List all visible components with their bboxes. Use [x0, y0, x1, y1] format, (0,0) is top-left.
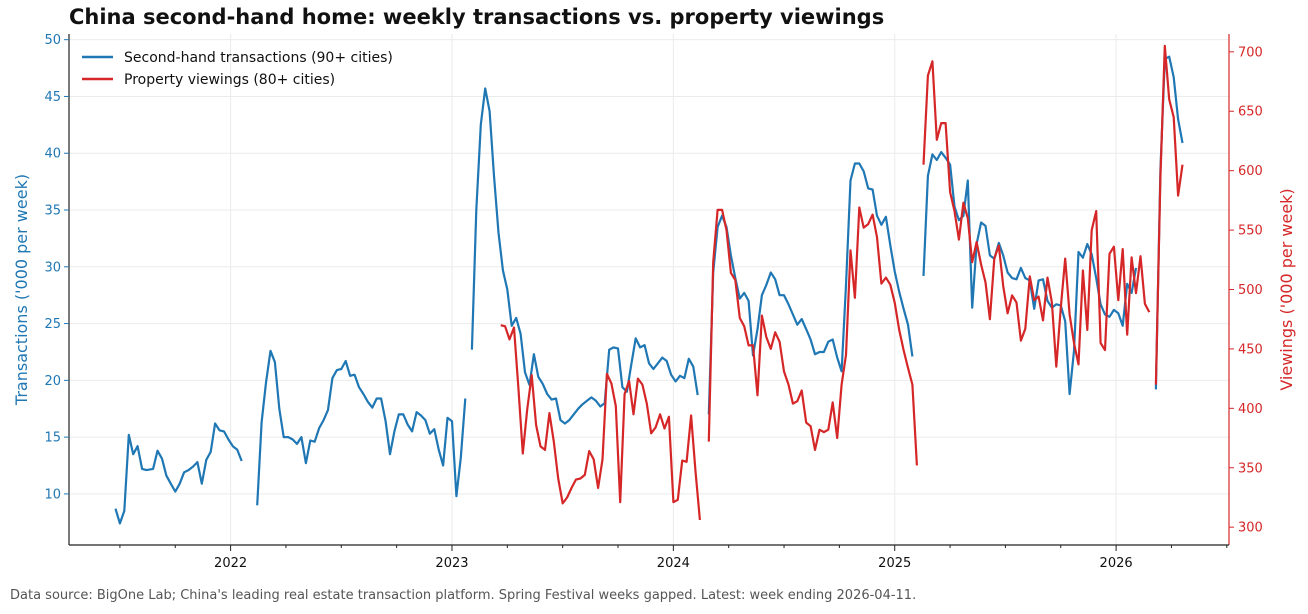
footnote: Data source: BigOne Lab; China's leading… — [10, 588, 917, 603]
y-left-tick-label: 45 — [44, 90, 61, 105]
x-tick-label: 2022 — [214, 556, 247, 571]
y-left-tick-label: 15 — [44, 431, 61, 446]
series-viewings-line-segment — [922, 60, 1151, 368]
y-right-tick-label: 550 — [1238, 224, 1263, 239]
series-viewings-line-segment — [1154, 44, 1184, 385]
series-viewings-line-segment — [707, 206, 918, 466]
gridlines — [69, 34, 1229, 545]
chart-title: China second-hand home: weekly transacti… — [69, 5, 885, 29]
y-left-tick-label: 40 — [44, 147, 61, 162]
y-right-tick-label: 450 — [1238, 342, 1263, 357]
y-left-tick-label: 50 — [44, 33, 61, 48]
series-transactions-line-segment — [470, 87, 699, 425]
y-right-tick-label: 500 — [1238, 283, 1263, 298]
y-left-tick-label: 20 — [44, 374, 61, 389]
y-left-tick-label: 25 — [44, 317, 61, 332]
series-layer — [114, 44, 1184, 525]
series-transactions-line-segment — [114, 422, 243, 525]
series-transactions-line-segment — [922, 151, 1138, 396]
y-right-tick-label: 650 — [1238, 105, 1263, 120]
series-transactions-line-segment — [256, 349, 467, 506]
y-right-tick-label: 600 — [1238, 164, 1263, 179]
y-right-axis-label: Viewings ('000 per week) — [1277, 188, 1296, 390]
legend: Second-hand transactions (90+ cities) Pro… — [82, 50, 393, 88]
series-viewings-line-segment — [500, 324, 701, 521]
series-transactions-line-segment — [707, 162, 914, 415]
y-left-tick-label: 10 — [44, 487, 61, 502]
y-right-tick-label: 350 — [1238, 461, 1263, 476]
x-tick-label: 2026 — [1100, 556, 1133, 571]
x-tick-label: 2025 — [878, 556, 911, 571]
x-tick-label: 2023 — [435, 556, 468, 571]
y-left-axis-label: Transactions ('000 per week) — [12, 174, 31, 406]
y-left-tick-label: 30 — [44, 260, 61, 275]
y-left-tick-label: 35 — [44, 204, 61, 219]
y-right-tick-label: 400 — [1238, 402, 1263, 417]
y-right-tick-label: 700 — [1238, 45, 1263, 60]
axes: 1015202530354045503003504004505005506006… — [12, 33, 1296, 571]
legend-label: Property viewings (80+ cities) — [124, 72, 335, 88]
legend-label: Second-hand transactions (90+ cities) — [124, 50, 393, 66]
y-right-tick-label: 300 — [1238, 521, 1263, 536]
x-tick-label: 2024 — [657, 556, 690, 571]
